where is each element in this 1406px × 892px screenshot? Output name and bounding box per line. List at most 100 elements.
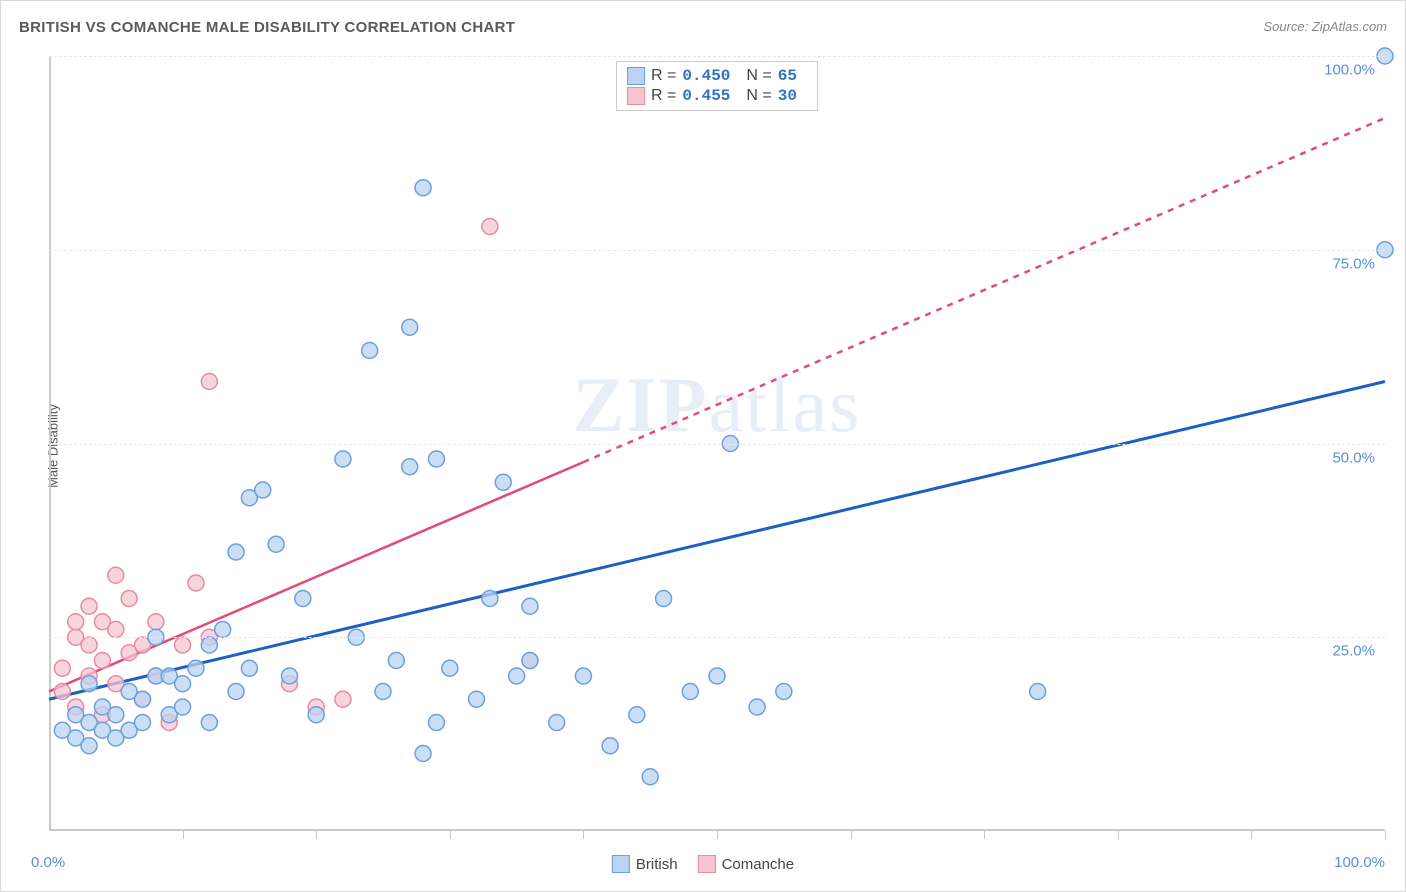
- data-point-comanche: [68, 614, 84, 630]
- bottom-legend: British Comanche: [612, 855, 794, 873]
- data-point-comanche: [81, 598, 97, 614]
- x-tick: [316, 831, 317, 839]
- y-tick-label: 75.0%: [1332, 255, 1375, 272]
- x-tick: [1385, 831, 1386, 839]
- legend-square-british: [612, 855, 630, 873]
- data-point-british: [415, 180, 431, 196]
- data-point-british: [375, 684, 391, 700]
- legend-square-comanche: [627, 87, 645, 105]
- data-point-british: [749, 699, 765, 715]
- x-tick: [984, 831, 985, 839]
- data-point-british: [215, 622, 231, 638]
- legend-r-label: R =: [651, 87, 676, 105]
- x-tick: [583, 831, 584, 839]
- grid-line: [49, 444, 1385, 445]
- data-point-british: [522, 598, 538, 614]
- legend-n-label: N =: [746, 87, 771, 105]
- grid-line: [49, 637, 1385, 638]
- data-point-british: [575, 668, 591, 684]
- x-tick: [183, 831, 184, 839]
- legend-label-comanche: Comanche: [722, 856, 795, 873]
- data-point-british: [201, 715, 217, 731]
- grid-line: [49, 250, 1385, 251]
- data-point-comanche: [121, 591, 137, 607]
- data-point-british: [402, 459, 418, 475]
- data-point-comanche: [54, 660, 70, 676]
- legend-r-label: R =: [651, 67, 676, 85]
- legend-r-value-comanche: 0.455: [682, 87, 730, 105]
- data-point-british: [308, 707, 324, 723]
- regression-line-british: [49, 382, 1385, 700]
- data-point-comanche: [335, 691, 351, 707]
- grid-line: [49, 56, 1385, 57]
- legend-stats-row-comanche: R = 0.455 N = 30: [627, 86, 807, 106]
- data-point-british: [509, 668, 525, 684]
- legend-square-comanche: [698, 855, 716, 873]
- data-point-comanche: [81, 637, 97, 653]
- data-point-comanche: [201, 374, 217, 390]
- y-tick-label: 50.0%: [1332, 449, 1375, 466]
- data-point-british: [402, 319, 418, 335]
- data-point-british: [602, 738, 618, 754]
- data-point-british: [81, 676, 97, 692]
- data-point-comanche: [175, 637, 191, 653]
- data-point-comanche: [148, 614, 164, 630]
- data-point-british: [428, 715, 444, 731]
- data-point-british: [522, 653, 538, 669]
- x-axis-max-label: 100.0%: [1334, 854, 1385, 871]
- legend-item-comanche: Comanche: [698, 855, 795, 873]
- x-axis-min-label: 0.0%: [31, 854, 65, 871]
- data-point-british: [482, 591, 498, 607]
- data-point-british: [362, 343, 378, 359]
- data-point-comanche: [54, 684, 70, 700]
- data-point-british: [415, 746, 431, 762]
- data-point-british: [268, 536, 284, 552]
- data-point-british: [442, 660, 458, 676]
- data-point-british: [241, 660, 257, 676]
- x-tick: [1251, 831, 1252, 839]
- data-point-british: [295, 591, 311, 607]
- data-point-british: [135, 691, 151, 707]
- x-tick: [450, 831, 451, 839]
- x-tick: [851, 831, 852, 839]
- data-point-british: [549, 715, 565, 731]
- legend-label-british: British: [636, 856, 678, 873]
- data-point-british: [281, 668, 297, 684]
- data-point-british: [682, 684, 698, 700]
- chart-source: Source: ZipAtlas.com: [1263, 19, 1387, 34]
- data-point-british: [495, 474, 511, 490]
- data-point-comanche: [108, 622, 124, 638]
- y-tick-label: 100.0%: [1324, 62, 1375, 79]
- data-point-comanche: [188, 575, 204, 591]
- data-point-british: [469, 691, 485, 707]
- data-point-british: [428, 451, 444, 467]
- data-point-british: [629, 707, 645, 723]
- data-point-british: [228, 544, 244, 560]
- chart-container: BRITISH VS COMANCHE MALE DISABILITY CORR…: [0, 0, 1406, 892]
- x-tick: [1118, 831, 1119, 839]
- chart-title: BRITISH VS COMANCHE MALE DISABILITY CORR…: [19, 19, 515, 36]
- data-point-british: [188, 660, 204, 676]
- data-point-comanche: [108, 567, 124, 583]
- legend-n-value-british: 65: [778, 67, 797, 85]
- data-point-british: [175, 699, 191, 715]
- legend-r-value-british: 0.450: [682, 67, 730, 85]
- data-point-british: [388, 653, 404, 669]
- plot-area: ZIPatlas R = 0.450 N = 65 R = 0.455 N = …: [49, 56, 1385, 831]
- legend-n-value-comanche: 30: [778, 87, 797, 105]
- legend-stats-box: R = 0.450 N = 65 R = 0.455 N = 30: [616, 61, 818, 111]
- data-point-british: [709, 668, 725, 684]
- data-point-british: [656, 591, 672, 607]
- data-point-british: [642, 769, 658, 785]
- data-point-british: [201, 637, 217, 653]
- data-point-british: [255, 482, 271, 498]
- data-point-british: [1030, 684, 1046, 700]
- data-point-british: [335, 451, 351, 467]
- data-point-british: [228, 684, 244, 700]
- legend-n-label: N =: [746, 67, 771, 85]
- legend-square-british: [627, 67, 645, 85]
- data-point-comanche: [94, 653, 110, 669]
- x-tick: [717, 831, 718, 839]
- data-point-british: [108, 707, 124, 723]
- data-point-british: [81, 738, 97, 754]
